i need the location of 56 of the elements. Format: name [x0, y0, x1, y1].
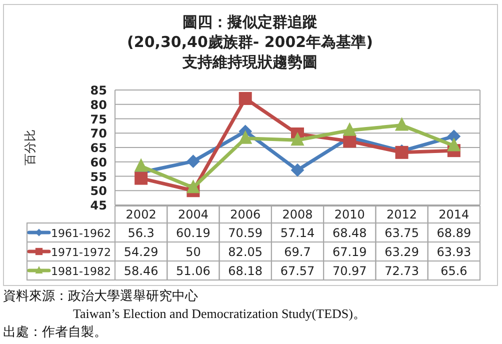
y-tick-label: 85 — [90, 84, 107, 98]
x-tick-label: 2010 — [334, 208, 365, 222]
data-label: 65.6 — [440, 264, 468, 278]
point — [134, 172, 148, 185]
point — [238, 92, 252, 105]
legend-label: 1971-1972 — [51, 246, 111, 259]
x-tick-label: 2004 — [178, 208, 208, 222]
data-label: 70.97 — [332, 264, 367, 278]
point — [186, 154, 200, 168]
chart-title: 圖四：擬似定群追蹤 (20,30,40歲族群- 2002年為基準) 支持維持現狀趨勢圖 — [127, 13, 373, 71]
data-label: 58.46 — [124, 264, 158, 278]
x-tick-label: 2006 — [230, 208, 261, 222]
data-label: 57.14 — [280, 226, 315, 240]
y-tick-label: 70 — [90, 126, 107, 141]
data-label: 56.3 — [128, 226, 154, 240]
data-label: 54.29 — [124, 245, 158, 259]
x-tick-label: 2008 — [282, 208, 313, 222]
y-tick-label: 50 — [90, 184, 107, 198]
point — [343, 122, 356, 136]
x-tick-label: 2012 — [386, 208, 418, 222]
point — [238, 130, 252, 144]
data-label: 82.05 — [228, 245, 263, 259]
legend-label: 1981-1982 — [51, 265, 111, 278]
data-label: 67.19 — [332, 245, 367, 259]
data-label: 51.06 — [176, 264, 210, 278]
data-label: 70.59 — [228, 226, 263, 240]
x-tick-label: 2002 — [126, 208, 156, 222]
data-label: 69.7 — [284, 245, 311, 259]
y-tick-label: 80 — [90, 98, 107, 112]
legend-label: 1961-1962 — [51, 227, 111, 240]
data-label: 72.73 — [384, 264, 419, 278]
y-tick-label: 65 — [90, 141, 107, 155]
x-tick-label: 2014 — [438, 208, 470, 222]
data-label: 68.18 — [228, 264, 263, 278]
y-tick-label: 75 — [90, 112, 107, 126]
point — [447, 138, 460, 152]
data-label: 68.48 — [332, 226, 367, 240]
point — [291, 164, 304, 177]
point — [291, 132, 304, 146]
point — [134, 158, 148, 172]
data-label: 63.29 — [384, 245, 419, 259]
data-label: 50 — [186, 245, 201, 259]
text: 出處：作者自製。 — [3, 325, 107, 340]
point — [395, 118, 408, 131]
data-label: 68.89 — [436, 226, 472, 240]
y-tick-label: 55 — [90, 170, 107, 184]
data-label: 63.75 — [384, 226, 419, 240]
point — [186, 180, 200, 194]
data-label: 60.19 — [176, 226, 210, 240]
y-axis-title: 百分比 — [23, 130, 37, 166]
source-note: 資料來源：政治大學選舉研究中心 — [3, 288, 198, 304]
y-tick-label: 45 — [90, 198, 107, 212]
text: Taiwan’s Election and Democratization Study(TEDS)。 — [73, 306, 366, 321]
data-label: 63.93 — [436, 245, 472, 259]
y-tick-label: 60 — [90, 155, 107, 170]
data-label: 67.57 — [280, 264, 315, 278]
